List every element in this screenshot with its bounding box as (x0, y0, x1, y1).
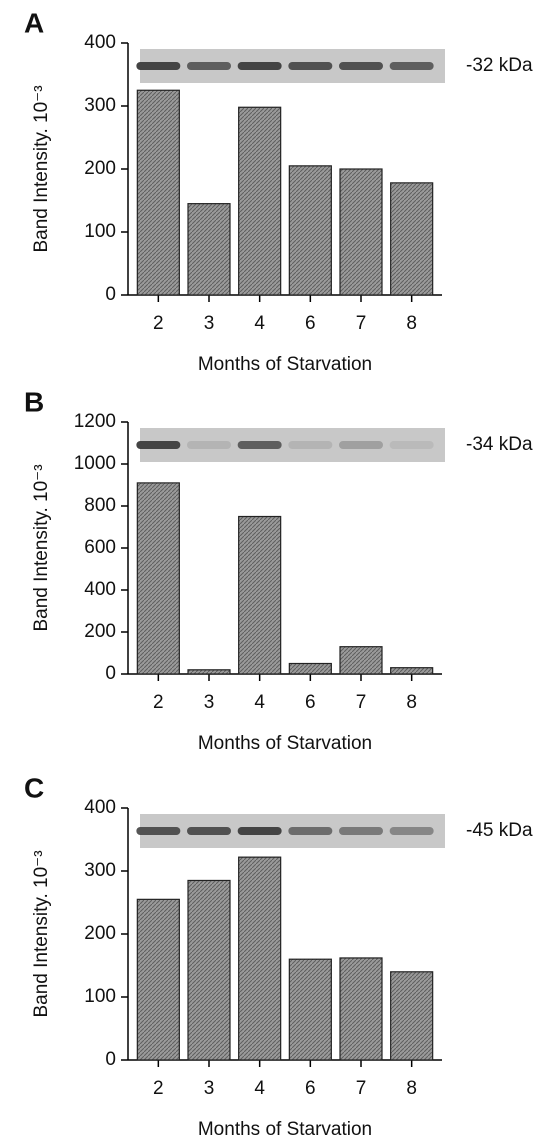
bar (187, 879, 231, 1061)
x-tick-label: 8 (406, 692, 417, 713)
y-tick-label: 400 (84, 32, 116, 53)
blot-band (136, 827, 181, 835)
y-tick-label: 0 (105, 1049, 116, 1070)
blot-band (389, 827, 434, 835)
bar (288, 662, 332, 675)
band-annotation: -34 kDa (466, 434, 533, 455)
x-tick-label: 4 (254, 1078, 265, 1099)
x-tick-label: 8 (406, 1078, 417, 1099)
bar (238, 106, 282, 296)
bar (136, 898, 180, 1061)
x-tick-label: 3 (204, 313, 215, 334)
panel-label: A (24, 7, 44, 38)
bar (390, 182, 434, 296)
blot-band (136, 62, 181, 70)
y-tick-label: 100 (84, 221, 116, 242)
x-tick-label: 8 (406, 313, 417, 334)
x-tick-label: 7 (356, 692, 367, 713)
blot-band (187, 62, 231, 70)
x-tick-label: 3 (204, 1078, 215, 1099)
blot-band (288, 62, 333, 70)
y-tick-label: 200 (84, 158, 116, 179)
y-tick-label: 200 (84, 923, 116, 944)
bar (288, 165, 332, 296)
x-tick-label: 2 (153, 313, 164, 334)
blot-band (237, 827, 282, 835)
bar (390, 667, 434, 675)
y-axis-label: Band Intensity. 10⁻³ (31, 464, 52, 631)
x-tick-label: 7 (356, 313, 367, 334)
y-tick-label: 0 (105, 284, 116, 305)
y-tick-label: 100 (84, 986, 116, 1007)
x-axis-label: Months of Starvation (198, 354, 372, 375)
blot-band (288, 827, 333, 835)
y-tick-label: 200 (84, 621, 116, 642)
y-tick-label: 1000 (74, 453, 116, 474)
x-tick-label: 2 (153, 692, 164, 713)
blot-band (288, 441, 333, 449)
y-tick-label: 300 (84, 860, 116, 881)
bar (288, 958, 332, 1061)
x-tick-label: 7 (356, 1078, 367, 1099)
blot-band (237, 441, 282, 449)
band-annotation: -45 kDa (466, 820, 533, 841)
y-tick-label: 300 (84, 95, 116, 116)
y-tick-label: 400 (84, 579, 116, 600)
x-tick-label: 3 (204, 692, 215, 713)
blot-band (136, 441, 181, 449)
y-tick-label: 400 (84, 797, 116, 818)
bar (187, 669, 231, 675)
y-tick-label: 800 (84, 495, 116, 516)
blot-band (389, 62, 434, 70)
panel-label: B (24, 386, 44, 417)
x-tick-label: 4 (254, 692, 265, 713)
blot-band (187, 827, 231, 835)
x-tick-label: 4 (254, 313, 265, 334)
bar (339, 646, 383, 675)
blot-band (339, 827, 383, 835)
y-tick-label: 0 (105, 663, 116, 684)
y-tick-label: 1200 (74, 411, 116, 432)
bar (339, 168, 383, 296)
blot-band (339, 441, 383, 449)
x-axis-label: Months of Starvation (198, 1119, 372, 1140)
x-tick-label: 6 (305, 692, 316, 713)
y-axis-label: Band Intensity. 10⁻³ (31, 85, 52, 252)
panel-label: C (24, 772, 44, 803)
y-tick-label: 600 (84, 537, 116, 558)
x-tick-label: 6 (305, 313, 316, 334)
bar (339, 957, 383, 1061)
x-tick-label: 2 (153, 1078, 164, 1099)
bar (136, 89, 180, 296)
bar (238, 515, 282, 675)
blot-band (389, 441, 434, 449)
band-annotation: -32 kDa (466, 55, 533, 76)
blot-band (237, 62, 282, 70)
bar (390, 971, 434, 1061)
bar (238, 856, 282, 1061)
bar (136, 482, 180, 675)
blot (140, 428, 445, 462)
blot-band (187, 441, 231, 449)
bar (187, 203, 231, 296)
x-tick-label: 6 (305, 1078, 316, 1099)
x-axis-label: Months of Starvation (198, 733, 372, 754)
y-axis-label: Band Intensity. 10⁻³ (31, 850, 52, 1017)
blot-band (339, 62, 383, 70)
